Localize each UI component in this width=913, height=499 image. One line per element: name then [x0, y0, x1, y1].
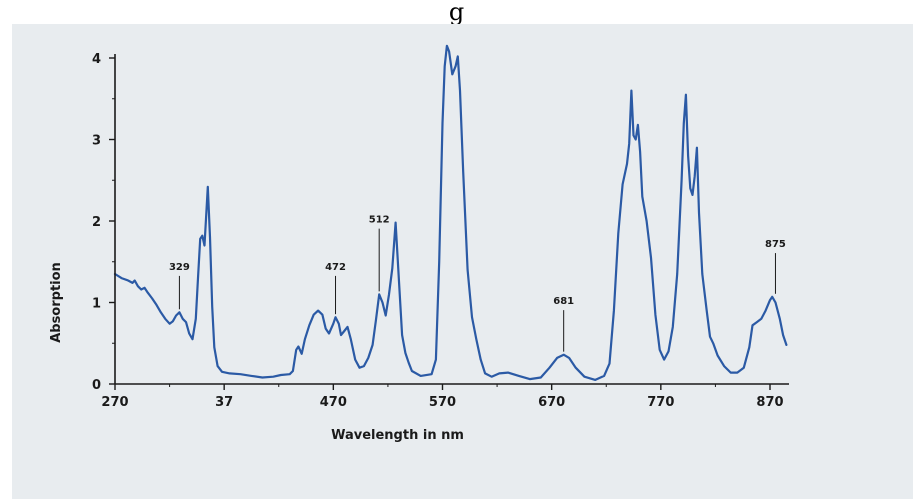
x-tick-label: 770 — [647, 395, 674, 410]
x-axis-ticks: 270 37 470 570 670 770 870 — [101, 384, 784, 410]
x-tick-label: 870 — [756, 395, 783, 410]
x-tick-label: 570 — [429, 395, 456, 410]
y-tick-label: 1 — [92, 297, 101, 312]
x-tick-label: 670 — [538, 395, 565, 410]
y-axis-ticks: 0 1 2 3 4 — [92, 52, 115, 393]
x-tick-label: 37 — [215, 395, 233, 410]
annotation-label: 329 — [169, 262, 190, 273]
y-tick-label: 0 — [92, 378, 101, 393]
x-tick-label: 470 — [320, 395, 347, 410]
y-tick-label: 4 — [92, 52, 101, 67]
x-tick-label: 270 — [101, 395, 128, 410]
chart-panel: 329 472 512 681 875 270 37 470 570 670 770 870 0 1 2… — [12, 24, 913, 499]
y-tick-label: 3 — [92, 134, 101, 149]
annotation-label: 681 — [553, 296, 574, 307]
page-title-fragment: g — [448, 0, 465, 24]
annotation-label: 472 — [325, 262, 346, 273]
annotation-label: 875 — [765, 239, 786, 250]
x-axis-title: Wavelength in nm — [331, 428, 464, 443]
absorption-chart: 329 472 512 681 875 270 37 470 570 670 770 870 0 1 2… — [49, 44, 789, 443]
absorption-series-line — [113, 44, 788, 381]
y-tick-label: 2 — [92, 215, 101, 230]
annotation-layer: 329 472 512 681 875 — [169, 215, 786, 352]
y-axis-title: Absorption — [49, 262, 64, 343]
annotation-label: 512 — [369, 215, 390, 226]
